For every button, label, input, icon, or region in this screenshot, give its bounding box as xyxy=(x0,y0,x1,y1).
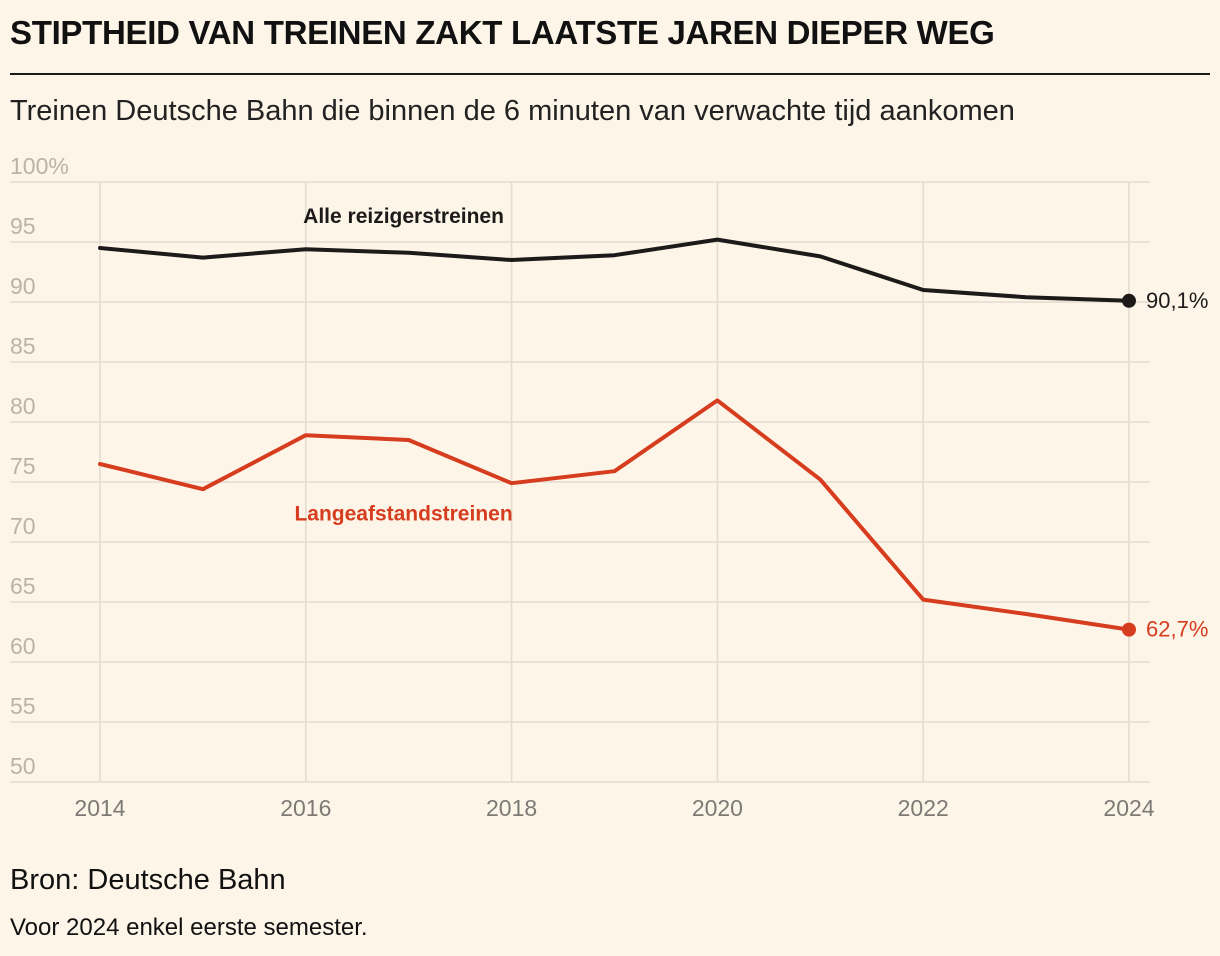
x-tick-label: 2014 xyxy=(74,795,125,821)
y-tick-label: 70 xyxy=(10,513,36,539)
x-tick-label: 2020 xyxy=(692,795,743,821)
series-name-label: Langeafstandstreinen xyxy=(294,502,512,525)
gridlines xyxy=(10,181,1150,783)
x-tick-label: 2016 xyxy=(280,795,331,821)
footnote-text: Voor 2024 enkel eerste semester. xyxy=(10,914,368,941)
x-axis-ticks: 2014 2016 2018 2020 2022 2024 xyxy=(74,795,1154,821)
source-text: Bron: Deutsche Bahn xyxy=(10,864,286,896)
series-end-label: 90,1% xyxy=(1146,288,1208,313)
series-end-marker xyxy=(1122,293,1136,308)
y-tick-label: 100% xyxy=(10,153,69,179)
x-tick-label: 2018 xyxy=(486,795,537,821)
y-tick-label: 55 xyxy=(10,693,36,719)
series-end-label: 62,7% xyxy=(1146,617,1208,642)
x-tick-label: 2024 xyxy=(1103,795,1154,821)
x-tick-label: 2022 xyxy=(898,795,949,821)
y-tick-label: 90 xyxy=(10,273,36,299)
chart-title: STIPTHEID VAN TREINEN ZAKT LAATSTE JAREN… xyxy=(10,14,995,51)
series-lines: 90,1% Alle reizigerstreinen 62,7% Langeafst… xyxy=(98,205,1208,642)
y-tick-label: 95 xyxy=(10,213,36,239)
y-tick-label: 65 xyxy=(10,573,36,599)
series-end-marker xyxy=(1122,622,1136,637)
series-name-label: Alle reizigerstreinen xyxy=(303,205,504,228)
series-line-alle-reizigerstreinen xyxy=(98,237,1131,303)
title-divider xyxy=(10,73,1210,75)
chart-subtitle: Treinen Deutsche Bahn die binnen de 6 mi… xyxy=(10,95,1015,127)
y-tick-label: 80 xyxy=(10,393,36,419)
y-tick-label: 50 xyxy=(10,753,36,779)
y-tick-label: 85 xyxy=(10,333,36,359)
y-tick-label: 75 xyxy=(10,453,36,479)
y-axis-ticks: 100% 95 90 85 80 75 70 65 60 55 50 xyxy=(10,153,69,779)
series-line-langeafstandstreinen xyxy=(98,398,1131,632)
y-tick-label: 60 xyxy=(10,633,36,659)
